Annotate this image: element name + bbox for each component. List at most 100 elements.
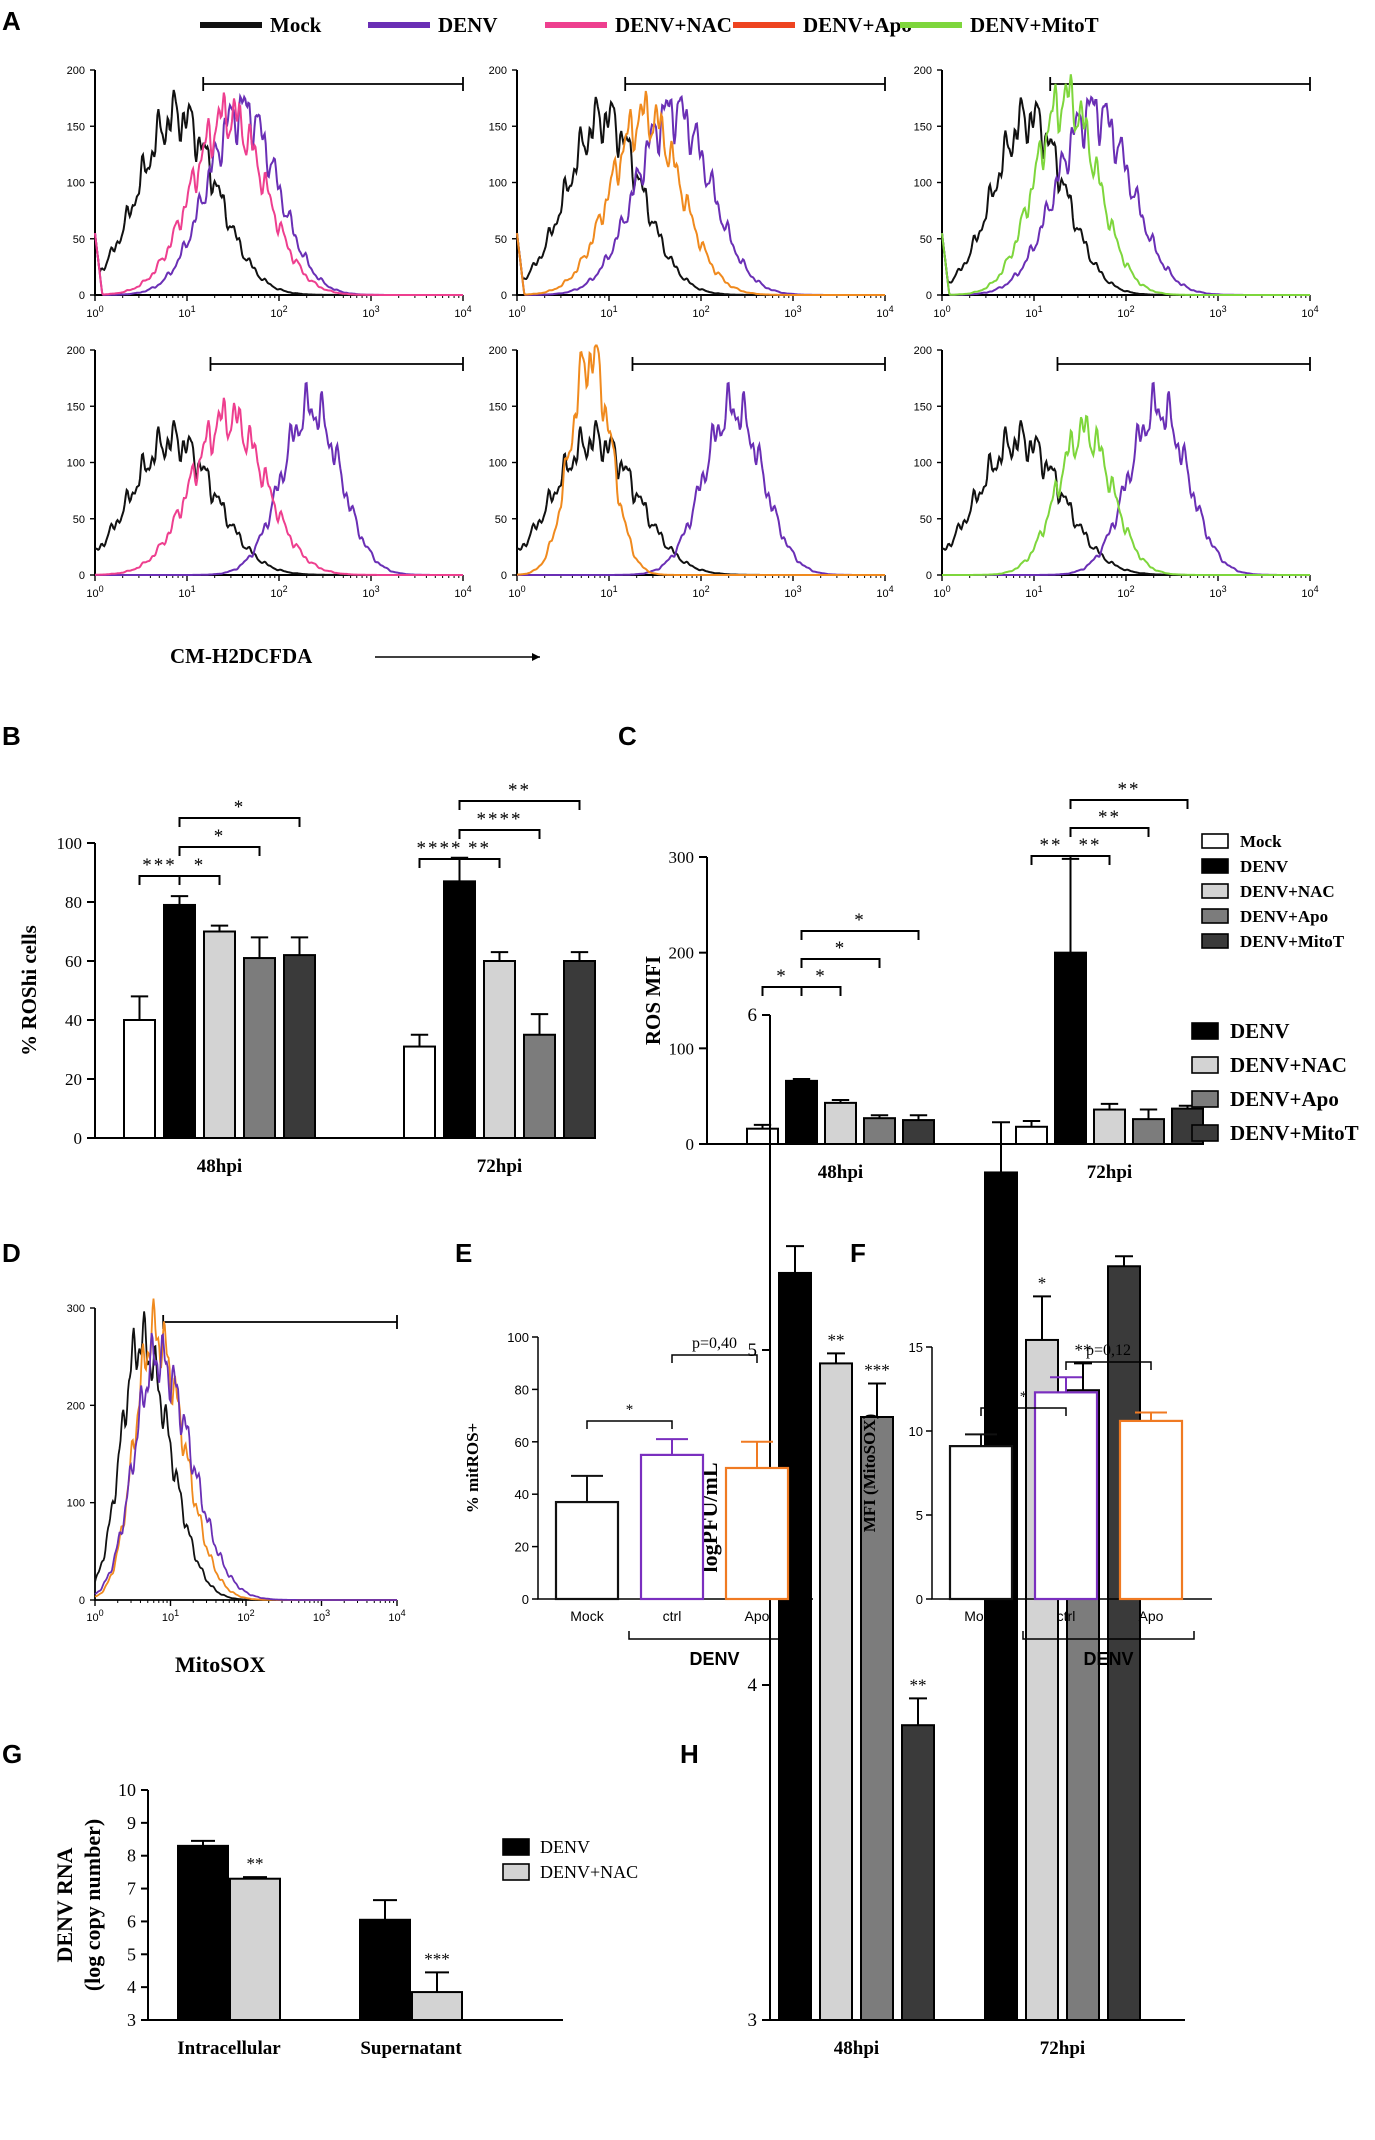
tick-exponent: 3 <box>1222 584 1227 594</box>
significance-label: ** <box>1040 835 1063 856</box>
y-tick-label: 60 <box>65 952 82 971</box>
histogram-curve-DENV+MitoT <box>942 414 1310 576</box>
tick-label: 100 <box>508 304 525 320</box>
category-label: Apo <box>1139 1608 1164 1624</box>
y-tick-label: 100 <box>669 1039 695 1058</box>
y-tick-label: 100 <box>67 458 85 470</box>
category-label: 48hpi <box>197 1156 242 1177</box>
significance-bracket <box>800 930 920 940</box>
y-axis-label: % mitROS+ <box>463 1423 482 1513</box>
y-tick-label: 100 <box>67 1498 85 1510</box>
significance-star: * <box>1038 1273 1047 1292</box>
tick-label: 101 <box>600 584 617 600</box>
y-tick-label: 150 <box>489 401 507 413</box>
histogram-axes <box>94 70 463 296</box>
y-axis-label: ROS MFI <box>641 956 665 1045</box>
category-label: 72hpi <box>477 1156 522 1177</box>
histogram-curve-DENV <box>516 94 885 296</box>
y-tick-label: 200 <box>67 65 85 77</box>
tick-exponent: 3 <box>797 304 802 314</box>
histogram-curve-Mock <box>94 420 463 576</box>
tick-label: 100 <box>86 1608 103 1624</box>
category-label: 72hpi <box>1040 2038 1085 2059</box>
y-tick-label: 100 <box>57 834 83 853</box>
bar-Apo <box>1118 1419 1184 1601</box>
tick-label: 104 <box>388 1608 405 1624</box>
y-tick-label: 50 <box>920 234 932 246</box>
significance-bracket <box>586 1420 673 1429</box>
panel-letter-D: D <box>2 1238 21 1268</box>
tick-exponent: 1 <box>1038 304 1043 314</box>
y-tick-label: 150 <box>67 401 85 413</box>
y-tick-label: 40 <box>65 1011 82 1030</box>
bar-DENV+Apo <box>243 957 276 1139</box>
x-axis-label: MitoSOX <box>175 1652 266 1677</box>
tick-label: 101 <box>1025 304 1042 320</box>
significance-label: * <box>835 938 847 959</box>
bar-DENV <box>359 1918 411 2022</box>
tick-label: 100 <box>933 584 950 600</box>
tick-label: 100 <box>86 304 103 320</box>
histogram-curve-DENV+Apo <box>516 344 885 576</box>
bar-DENV+Apo <box>860 1416 894 2021</box>
category-label: Mock <box>570 1608 604 1624</box>
bar-DENV+NAC <box>483 960 516 1139</box>
tick-exponent: 0 <box>521 584 526 594</box>
bar-DENV <box>785 1079 818 1145</box>
legend-label-DENV+NAC: DENV+NAC <box>1240 882 1335 901</box>
y-tick-label: 8 <box>127 1846 136 1866</box>
legend-label-DENV+Apo: DENV+Apo <box>803 13 912 37</box>
category-label: ctrl <box>663 1608 682 1624</box>
tick-exponent: 2 <box>1130 584 1135 594</box>
significance-bracket <box>178 846 261 856</box>
panel-E: 0 20 40 60 80 100 % mitROS+ Mock ctrl Apo DENV * p=0… <box>463 1330 813 1669</box>
y-tick-label: 200 <box>67 1400 85 1412</box>
legend-label-DENV+NAC: DENV+NAC <box>540 1862 638 1882</box>
bar-DENV <box>1054 951 1087 1146</box>
panel-letter-B: B <box>2 721 21 751</box>
y-tick-label: 100 <box>914 458 932 470</box>
y-tick-label: 50 <box>495 234 507 246</box>
tick-exponent: 4 <box>401 1608 406 1618</box>
y-tick-label: 60 <box>515 1435 529 1450</box>
bar-DENV <box>443 880 476 1139</box>
y-tick-label: 0 <box>926 290 932 302</box>
bar-DENV+MitoT <box>1107 1265 1141 2021</box>
tick-exponent: 2 <box>250 1608 255 1618</box>
bar-DENV <box>778 1271 812 2021</box>
histogram-curve-DENV <box>942 381 1310 576</box>
category-label: 72hpi <box>1087 1162 1132 1183</box>
bar-DENV <box>177 1844 229 2022</box>
tick-label: 103 <box>362 584 379 600</box>
y-tick-label: 150 <box>914 401 932 413</box>
y-tick-label: 200 <box>489 345 507 357</box>
tick-exponent: 2 <box>705 304 710 314</box>
legend-swatch-DENV+NAC <box>1191 1056 1219 1074</box>
bar-Mock <box>403 1045 436 1140</box>
y-tick-label: 5 <box>916 1508 923 1523</box>
bar-ctrl <box>1033 1391 1099 1601</box>
tick-exponent: 3 <box>325 1608 330 1618</box>
bar-DENV+MitoT <box>902 1119 935 1146</box>
category-label: 48hpi <box>834 2038 879 2059</box>
legend-label-DENV: DENV <box>438 13 498 37</box>
legend-swatch-DENV+Apo <box>1191 1090 1219 1108</box>
panel-H: 3456logPFU/mL48hpi*******72hpi***DENVDEN… <box>697 1005 1359 2059</box>
tick-exponent: 0 <box>99 584 104 594</box>
tick-label: 102 <box>1117 584 1134 600</box>
tick-exponent: 1 <box>191 304 196 314</box>
legend-label-DENV+NAC: DENV+NAC <box>615 13 732 37</box>
y-tick-label: 200 <box>914 65 932 77</box>
y-tick-label: 0 <box>522 1592 529 1607</box>
y-tick-label: 50 <box>495 514 507 526</box>
y-axis-label: % ROShi cells <box>17 925 41 1056</box>
legend-swatch-DENV <box>502 1838 530 1856</box>
tick-exponent: 2 <box>283 584 288 594</box>
category-label: 48hpi <box>818 1162 863 1183</box>
tick-exponent: 1 <box>174 1608 179 1618</box>
significance-label: * <box>234 797 246 818</box>
